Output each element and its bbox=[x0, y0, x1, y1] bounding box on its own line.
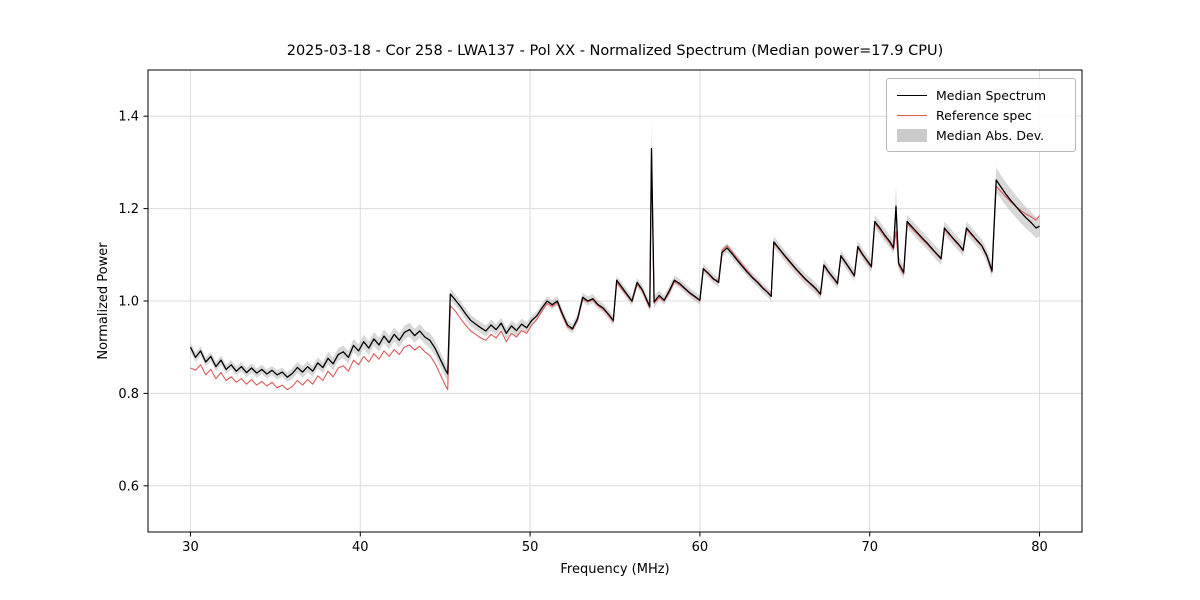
reference-spec-line bbox=[190, 152, 1040, 391]
mad-band bbox=[190, 121, 1040, 382]
red-line-icon bbox=[897, 114, 927, 116]
mad-band-layer bbox=[190, 121, 1040, 382]
x-axis-label: Frequency (MHz) bbox=[560, 562, 669, 577]
y-axis-label: Normalized Power bbox=[96, 242, 111, 360]
x-tick-label: 70 bbox=[861, 540, 878, 555]
gray-band-icon bbox=[897, 128, 927, 142]
reference-line-swatch bbox=[897, 114, 927, 116]
y-tick-label: 0.8 bbox=[118, 387, 139, 402]
mad-band-swatch bbox=[897, 128, 927, 142]
x-tick-label: 30 bbox=[182, 540, 199, 555]
chart-title: 2025-03-18 - Cor 258 - LWA137 - Pol XX -… bbox=[287, 43, 944, 59]
axes: 30 40 50 60 70 80 0.6 0.8 1.0 1.2 1.4 bbox=[118, 110, 1048, 555]
x-tick-label: 80 bbox=[1031, 540, 1048, 555]
x-tick-label: 40 bbox=[352, 540, 369, 555]
spectrum-lines-layer bbox=[189, 147, 1040, 391]
y-tick-label: 1.2 bbox=[118, 202, 139, 217]
black-line-icon bbox=[897, 94, 927, 96]
legend-item-mad: Median Abs. Dev. bbox=[897, 125, 1065, 145]
median-spectrum-line bbox=[189, 147, 1040, 378]
legend-item-median-spectrum: Median Spectrum bbox=[897, 85, 1065, 105]
legend-label-median-spectrum: Median Spectrum bbox=[936, 87, 1047, 103]
y-tick-label: 0.6 bbox=[118, 479, 139, 494]
legend-item-reference-spec: Reference spec bbox=[897, 105, 1065, 125]
legend: Median Spectrum Reference spec Median Ab… bbox=[886, 78, 1076, 152]
y-tick-label: 1.0 bbox=[118, 295, 139, 310]
x-tick-label: 60 bbox=[692, 540, 709, 555]
median-line-swatch bbox=[897, 94, 927, 96]
x-tick-label: 50 bbox=[522, 540, 539, 555]
legend-label-mad: Median Abs. Dev. bbox=[936, 127, 1045, 143]
legend-label-reference-spec: Reference spec bbox=[936, 107, 1032, 123]
plot-border bbox=[147, 69, 1083, 533]
y-tick-label: 1.4 bbox=[118, 110, 139, 125]
